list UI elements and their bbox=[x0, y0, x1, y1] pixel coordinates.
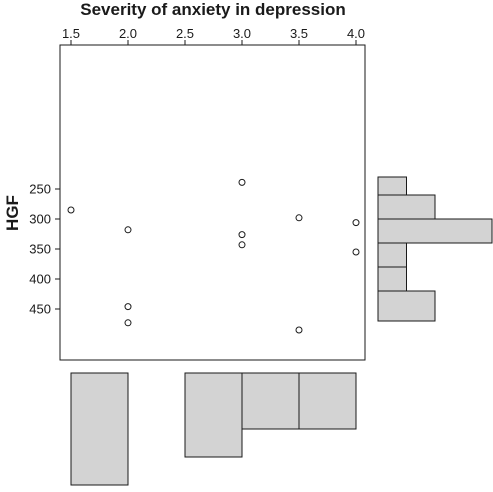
y-histogram-bar-1 bbox=[377, 194, 436, 220]
data-point-1 bbox=[124, 226, 132, 234]
y-tick-label-4: 450 bbox=[29, 302, 51, 317]
data-point-5 bbox=[238, 231, 246, 239]
data-point-3 bbox=[124, 319, 132, 327]
y-histogram-bar-2 bbox=[377, 218, 493, 244]
y-tick-label-2: 350 bbox=[29, 242, 51, 257]
plot-frame bbox=[59, 44, 366, 361]
x-tick-label-5: 4.0 bbox=[347, 26, 365, 41]
y-histogram-bar-5 bbox=[377, 290, 436, 322]
x-histogram-bar-0 bbox=[70, 372, 129, 486]
data-point-0 bbox=[67, 206, 75, 214]
y-tick-label-1: 300 bbox=[29, 212, 51, 227]
x-tick-label-0: 1.5 bbox=[62, 26, 80, 41]
y-histogram-bar-3 bbox=[377, 242, 407, 268]
data-point-10 bbox=[352, 248, 360, 256]
data-point-8 bbox=[295, 326, 303, 334]
data-point-2 bbox=[124, 303, 132, 311]
y-tick-label-3: 400 bbox=[29, 272, 51, 287]
y-tick-label-0: 250 bbox=[29, 182, 51, 197]
x-tick-label-2: 2.5 bbox=[176, 26, 194, 41]
x-histogram-bar-3 bbox=[241, 372, 300, 430]
data-point-9 bbox=[352, 219, 360, 227]
x-tick-label-4: 3.5 bbox=[290, 26, 308, 41]
plot-layer: 1.5 2.0 2.5 3.0 3.5 4.0 250 300 350 400 450 bbox=[29, 26, 493, 486]
data-point-4 bbox=[238, 178, 246, 186]
x-tick-label-1: 2.0 bbox=[119, 26, 137, 41]
data-point-7 bbox=[295, 214, 303, 222]
chart-title: Severity of anxiety in depression bbox=[80, 0, 345, 19]
x-tick-label-3: 3.0 bbox=[233, 26, 251, 41]
y-axis-label: HGF bbox=[3, 195, 22, 231]
x-histogram-bar-2 bbox=[184, 372, 243, 458]
data-point-6 bbox=[238, 241, 246, 249]
y-histogram-bar-0 bbox=[377, 176, 407, 196]
x-histogram-bar-4 bbox=[298, 372, 357, 430]
y-histogram-bar-4 bbox=[377, 266, 407, 292]
